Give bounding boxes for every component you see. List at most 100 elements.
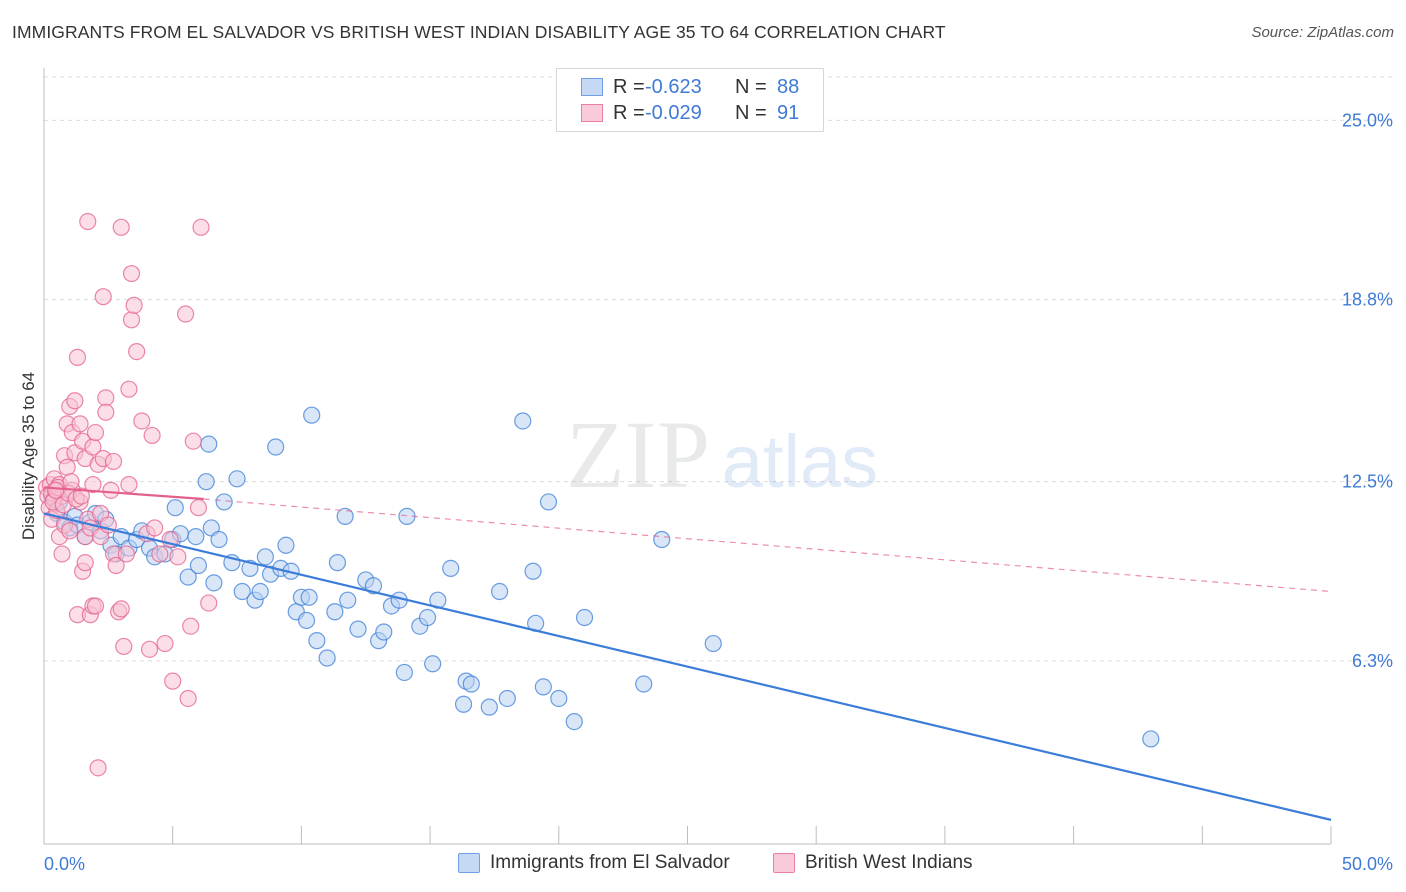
point-british-west-indian [146,519,164,537]
point-british-west-indian [112,600,130,618]
point-british-west-indian [68,348,87,366]
point-el-salvador [704,634,722,653]
point-british-west-indian [133,412,151,430]
point-british-west-indian [120,475,138,494]
point-el-salvador [524,562,542,580]
point-el-salvador [303,406,321,424]
point-el-salvador [490,582,509,601]
point-el-salvador [550,689,568,708]
point-british-west-indian [115,637,133,656]
x-tick-label: 50.0% [1342,854,1393,874]
point-british-west-indian [176,305,195,323]
point-british-west-indian [143,426,161,445]
point-british-west-indian [117,545,135,563]
point-el-salvador [539,493,558,511]
point-british-west-indian [169,548,187,566]
point-british-west-indian [112,218,130,236]
point-british-west-indian [89,759,107,777]
x-tick-label: 0.0% [44,854,85,874]
point-british-west-indian [72,487,90,505]
legend-swatch-el-salvador [458,853,480,873]
legend-n-value: 91 [777,101,800,124]
point-british-west-indian [53,545,71,563]
point-el-salvador [326,603,344,621]
watermark-atlas: atlas [722,420,878,503]
point-el-salvador [565,712,583,731]
series-legend-label: British West Indians [805,852,973,873]
point-british-west-indian [79,212,97,231]
point-british-west-indian [86,423,105,442]
legend-row-el-salvador: R = -0.623 N = 88 [581,75,799,99]
point-british-west-indian [179,689,197,708]
legend-row-british-west-indian: R = -0.029 N = 91 [581,101,799,125]
scatter-points [37,212,1160,777]
trend-line-british-west-indian [43,486,204,501]
point-british-west-indian [66,392,84,410]
tick-labels: 6.3% 12.5% 18.8% 25.0% 0.0% 50.0% [44,110,1393,874]
point-el-salvador [189,556,208,575]
point-el-salvador [318,649,336,667]
legend-swatch-el-salvador [581,78,603,96]
trend-line-extension [203,498,1332,593]
correlation-legend: R = -0.623 N = 88 R = -0.029 N = 91 [556,68,824,132]
series-legend: Immigrants from El Salvador British West… [0,852,1406,876]
point-british-west-indian [71,415,89,433]
legend-swatch-british-west-indian [773,853,795,873]
point-el-salvador [233,582,251,601]
point-british-west-indian [125,296,143,314]
point-british-west-indian [97,389,115,407]
point-el-salvador [498,689,516,708]
point-el-salvador [210,530,228,549]
point-el-salvador [364,577,383,595]
point-el-salvador [328,554,347,572]
point-british-west-indian [122,264,141,283]
point-el-salvador [1142,730,1160,748]
point-british-west-indian [140,640,159,658]
point-british-west-indian [46,481,65,499]
watermark: ZIP atlas [566,401,878,508]
point-british-west-indian [84,475,102,494]
point-british-west-indian [62,473,80,491]
point-british-west-indian [97,403,115,421]
point-el-salvador [197,473,215,491]
legend-r-label: R = [613,101,645,124]
point-el-salvador [166,499,184,517]
point-el-salvador [267,438,285,456]
legend-n-label: N = [735,75,767,98]
axes [43,68,1332,845]
point-el-salvador [462,675,480,693]
point-el-salvador [375,623,393,641]
point-british-west-indian [61,522,79,540]
point-british-west-indian [120,380,138,398]
watermark-zip: ZIP [566,401,710,508]
legend-n-label: N = [735,101,767,124]
series-legend-label: Immigrants from El Salvador [490,852,730,873]
point-british-west-indian [58,458,76,476]
trend-line-el-salvador [43,512,1332,821]
point-el-salvador [480,698,498,716]
point-british-west-indian [182,617,200,635]
legend-r-value: -0.623 [645,75,702,98]
point-british-west-indian [122,311,141,329]
legend-n-value: 88 [777,75,800,98]
point-el-salvador [205,574,223,592]
point-british-west-indian [104,452,123,471]
point-el-salvador [424,655,442,673]
series-legend-british-west-indian[interactable]: British West Indians [773,852,973,874]
point-british-west-indian [156,634,174,653]
point-el-salvador [228,470,246,488]
point-el-salvador [251,582,269,601]
point-british-west-indian [151,545,169,563]
point-el-salvador [336,507,354,525]
point-el-salvador [635,675,653,693]
point-el-salvador [534,678,552,696]
series-legend-el-salvador[interactable]: Immigrants from El Salvador [458,852,730,874]
point-el-salvador [418,608,437,627]
point-el-salvador [454,695,473,713]
legend-swatch-british-west-indian [581,104,603,122]
point-british-west-indian [107,556,125,575]
legend-r-value: -0.029 [645,101,702,124]
source-label: Source: ZipAtlas.com [1251,24,1394,41]
point-british-west-indian [102,481,120,499]
